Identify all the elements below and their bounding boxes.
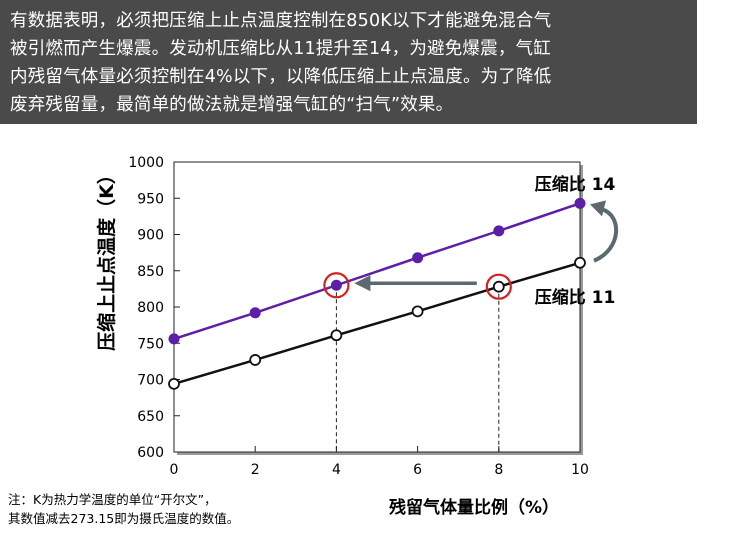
shift-arrow-head	[354, 275, 371, 292]
y-tick-label: 950	[137, 191, 164, 207]
y-tick-label: 850	[137, 264, 164, 280]
footnote-line-2: 其数值减去273.15即为摄氏温度的数值。	[8, 511, 240, 526]
data-point-cr14	[493, 225, 505, 237]
data-point-cr11	[330, 329, 343, 342]
data-point-cr14	[168, 333, 180, 345]
data-point-cr14	[412, 252, 424, 264]
x-tick-label: 4	[332, 462, 341, 478]
y-axis-label: 压缩上止点温度（K）	[95, 165, 118, 351]
curved-arrow-shaft	[593, 207, 618, 263]
y-tick-label: 750	[137, 336, 164, 352]
footnote: 注：K为热力学温度的单位“开尔文”， 其数值减去273.15即为摄氏温度的数值。	[8, 490, 338, 528]
data-point-cr11	[168, 377, 180, 390]
series-line-cr14	[173, 202, 581, 341]
data-point-cr11	[411, 305, 424, 318]
x-tick-label: 2	[251, 462, 260, 478]
curved-arrow-head	[590, 200, 606, 217]
plot-frame	[173, 161, 581, 453]
plot-area: 600 650 700 750 800 850 900 950 1000 0 2 4 6 8 10 压缩比 1…	[128, 155, 618, 478]
x-tick-label: 10	[571, 462, 589, 478]
data-point-cr14	[330, 279, 342, 291]
banner-line-1: 有数据表明，必须把压缩上止点温度控制在850K以下才能避免混合气	[10, 11, 552, 31]
y-tick-label: 800	[137, 300, 164, 316]
intro-banner: 有数据表明，必须把压缩上止点温度控制在850K以下才能避免混合气 被引燃而产生爆…	[0, 0, 697, 124]
data-point-cr14	[574, 197, 586, 209]
series-line-cr11	[173, 261, 581, 386]
data-point-cr11	[574, 256, 586, 269]
banner-line-2: 被引燃而产生爆震。发动机压缩比从11提升至14，为避免爆震，气缸	[10, 39, 551, 59]
x-tick-label: 6	[413, 462, 422, 478]
banner-line-3: 内残留气体量必须控制在4%以下，以降低压缩上止点温度。为了降低	[10, 67, 552, 87]
highlight-ring-cr11-x8	[485, 273, 512, 300]
banner-line-4: 废弃残留量，最简单的做法就是增强气缸的“扫气”效果。	[10, 95, 454, 115]
x-axis-label: 残留气体量比例（%）	[389, 497, 559, 518]
data-point-cr11	[492, 280, 505, 293]
x-tick-label: 8	[494, 462, 503, 478]
data-point-cr14	[249, 307, 261, 319]
highlight-ring-cr14-x4	[323, 272, 350, 299]
data-point-cr11	[249, 354, 262, 366]
x-tick-label: 0	[170, 462, 179, 478]
series-label-cr11: 压缩比 11	[535, 287, 616, 308]
y-tick-label: 600	[137, 445, 164, 461]
y-tick-label: 1000	[128, 155, 164, 171]
y-tick-label: 700	[137, 373, 164, 389]
y-tick-label: 900	[137, 228, 164, 244]
footnote-line-1: 注：K为热力学温度的单位“开尔文”，	[8, 492, 217, 507]
y-tick-label: 650	[137, 409, 164, 425]
series-label-cr14: 压缩比 14	[535, 174, 616, 195]
